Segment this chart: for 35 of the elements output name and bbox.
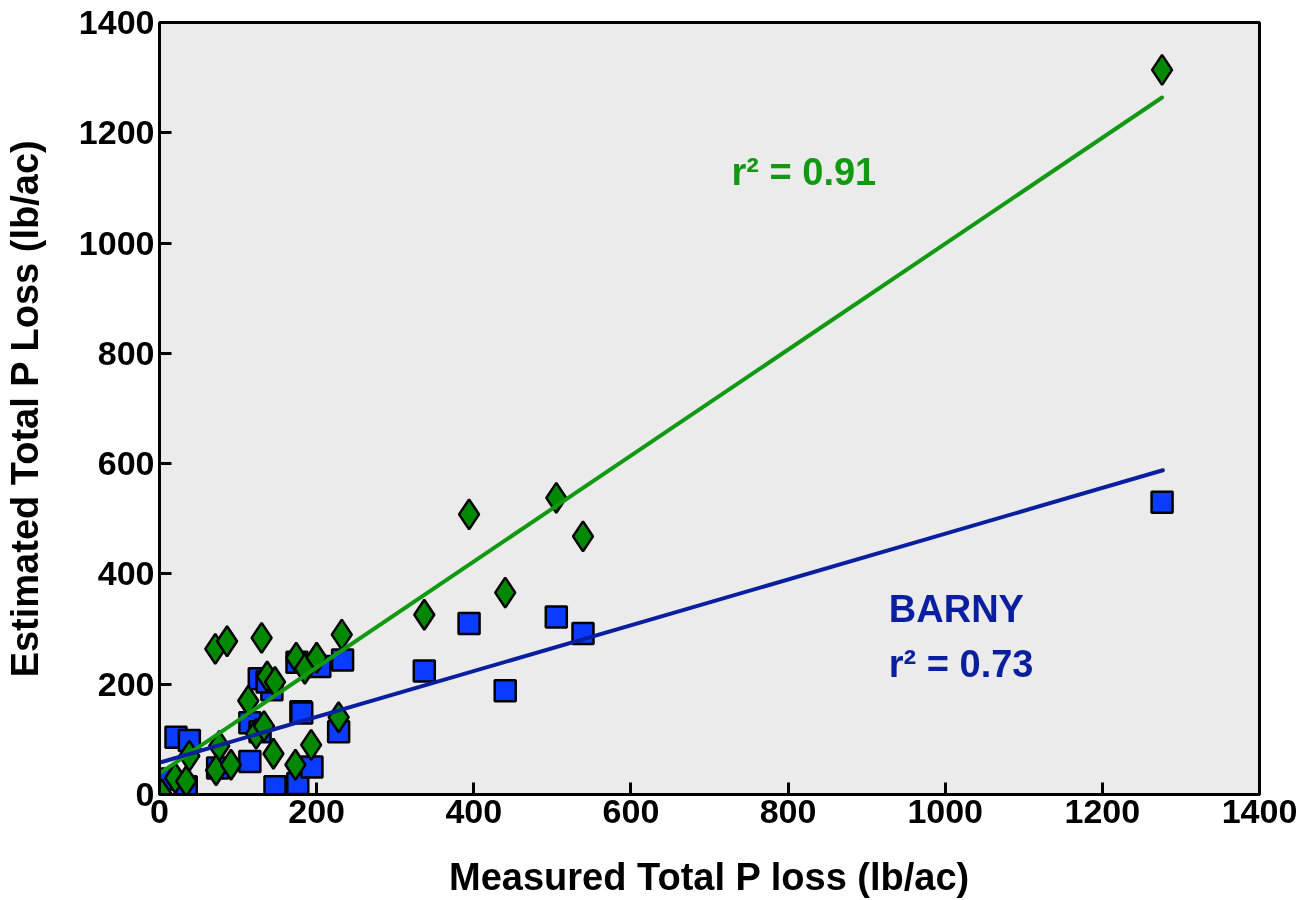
point (299, 728, 323, 762)
point (571, 520, 595, 553)
point (457, 498, 481, 531)
point (1150, 53, 1174, 87)
x-tick-label: 1000 (907, 791, 984, 830)
point (174, 765, 198, 795)
y-tick-label: 400 (97, 554, 155, 593)
x-tick-label: 600 (602, 791, 660, 830)
y-tick-label: 1000 (78, 223, 155, 262)
y-tick-label: 1400 (78, 3, 155, 41)
x-tick-label: 200 (288, 791, 346, 830)
x-tick-label: 400 (445, 791, 503, 830)
annotation: BARNY r² = 0.73 (888, 588, 1034, 686)
y-tick-label: 600 (97, 444, 155, 483)
point (219, 748, 243, 781)
point (263, 775, 287, 795)
point (204, 753, 228, 787)
point (457, 611, 481, 636)
point (238, 749, 262, 774)
x-tick-label: 1400 (1221, 791, 1298, 830)
point (412, 659, 437, 683)
y-tick-label: 800 (97, 333, 155, 372)
point (330, 618, 354, 651)
y-tick-label: 200 (97, 664, 155, 703)
y-axis-title: Estimated Total P Loss (lb/ac) (3, 140, 46, 678)
point (1150, 490, 1174, 514)
point (493, 679, 517, 703)
point (544, 605, 569, 629)
y-tick-label: 1200 (78, 113, 155, 152)
x-axis-title: Measured Total P loss (lb/ac) (449, 855, 970, 898)
x-tick-label: 1200 (1064, 791, 1141, 830)
x-tick-label: 800 (759, 791, 817, 830)
point (493, 576, 517, 609)
point (215, 624, 239, 658)
annotation: r² = 0.91 (731, 151, 877, 194)
